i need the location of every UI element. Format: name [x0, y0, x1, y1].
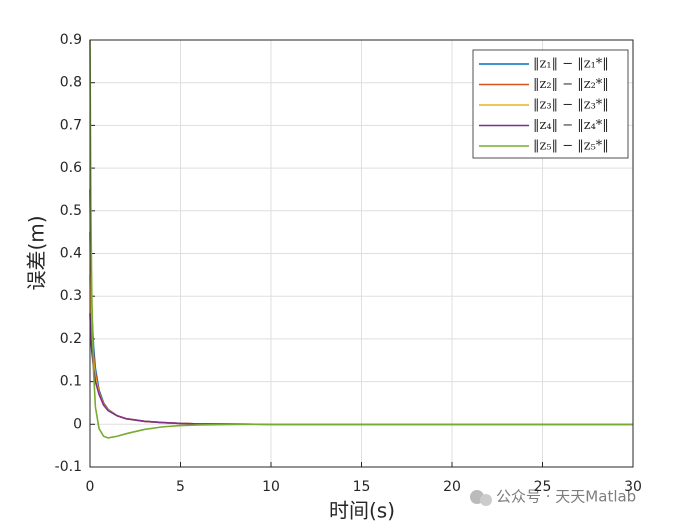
legend-label: ‖z₄‖ − ‖z₄*‖ — [533, 118, 609, 133]
y-tick-label: 0.7 — [60, 117, 82, 133]
legend-label: ‖z₃‖ − ‖z₃*‖ — [533, 98, 609, 113]
y-tick-label: 0.2 — [60, 331, 82, 347]
y-tick-label: 0.9 — [60, 32, 82, 48]
legend-box — [472, 49, 629, 159]
y-axis-label: 误差(m) — [25, 215, 49, 290]
y-tick-label: 0 — [73, 416, 82, 432]
y-tick-label: 0.8 — [60, 75, 82, 91]
legend-label: ‖z₂‖ − ‖z₂*‖ — [533, 77, 609, 92]
x-tick-label: 5 — [176, 479, 185, 495]
x-tick-label: 10 — [262, 479, 280, 495]
y-tick-label: -0.1 — [55, 459, 82, 475]
watermark: 公众号 · 天天Matlab — [496, 488, 636, 506]
series-line — [89, 39, 633, 439]
legend-label: ‖z₁‖ − ‖z₁*‖ — [533, 57, 609, 72]
y-tick-label: 0.5 — [60, 203, 82, 219]
y-tick-label: 0.6 — [60, 160, 82, 176]
x-tick-label: 15 — [353, 479, 371, 495]
legend-label: ‖z₅‖ − ‖z₅*‖ — [533, 139, 609, 154]
watermark-icon — [480, 494, 492, 506]
x-tick-label: 0 — [86, 479, 95, 495]
x-tick-label: 30 — [624, 479, 642, 495]
y-tick-label: 0.4 — [60, 246, 82, 262]
x-tick-label: 20 — [443, 479, 461, 495]
x-axis-label: 时间(s) — [329, 499, 395, 523]
axes-box — [89, 39, 634, 468]
y-tick-label: 0.1 — [60, 374, 82, 390]
x-tick-label: 25 — [534, 479, 552, 495]
y-tick-label: 0.3 — [60, 288, 82, 304]
